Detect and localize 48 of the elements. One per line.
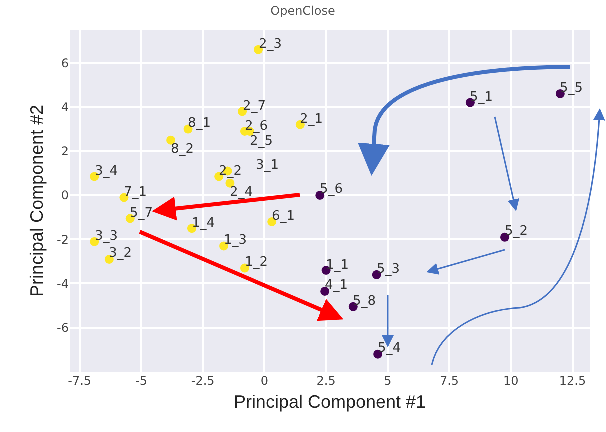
y-tick-label: -6 — [57, 321, 69, 336]
x-tick-label: 12.5 — [559, 374, 586, 388]
y-tick-label: 4 — [61, 100, 69, 114]
x-tick-label: 0 — [260, 374, 269, 388]
annotation: 8_2 — [171, 142, 194, 157]
x-tick-label: -2.5 — [191, 374, 215, 388]
annotation: 1_2 — [245, 255, 268, 270]
point — [166, 136, 176, 145]
chart-title: OpenClose — [270, 4, 336, 18]
annotation: 1_1 — [326, 258, 350, 273]
annotation: 7_1 — [124, 185, 148, 200]
x-tick-label: -7.5 — [68, 374, 92, 388]
x-axis-title: Principal Component #1 — [234, 392, 426, 412]
annotation: 5_4 — [378, 341, 402, 356]
annotation: 5_5 — [560, 81, 584, 96]
annotation: 1_3 — [224, 233, 248, 248]
annotation: 5_2 — [505, 224, 528, 239]
y-axis-title: Principal Component #2 — [27, 104, 48, 298]
annotation: 5_3 — [377, 262, 400, 277]
annotation: 2_5 — [250, 134, 274, 149]
annotation: 5_1 — [470, 90, 494, 105]
annotation: 2_4 — [230, 185, 254, 200]
annotation: 3_1 — [256, 158, 280, 173]
annotation: 5_7 — [130, 206, 154, 221]
annotation: 8_1 — [188, 116, 212, 131]
y-tick-label: 6 — [61, 56, 69, 70]
annotation: 5_8 — [353, 294, 376, 309]
annotation: 5_6 — [320, 182, 344, 197]
point — [226, 178, 235, 188]
annotation: 3_3 — [95, 229, 118, 244]
annotation: 2_6 — [245, 119, 268, 134]
annotation: 3_4 — [95, 164, 118, 179]
annotation: 2_7 — [243, 99, 266, 114]
annotation: 2_3 — [259, 37, 282, 52]
annotation: 1_4 — [192, 216, 216, 231]
x-tick-label: 5 — [384, 374, 392, 388]
x-tick-label: -5 — [135, 374, 148, 388]
annotation: 6_1 — [272, 209, 296, 224]
y-tick-label: -4 — [57, 276, 69, 291]
annotation: 2_1 — [300, 112, 324, 127]
y-tick-label: 2 — [61, 144, 69, 159]
x-tick-label: 2.5 — [316, 374, 336, 388]
x-tick-label: 10 — [504, 374, 519, 388]
annotation: 4_1 — [325, 278, 348, 293]
annotation: 3_2 — [109, 246, 132, 261]
y-tick-label: 0 — [61, 188, 69, 203]
y-tick-label: -2 — [57, 232, 69, 247]
x-tick-label: 7.5 — [440, 374, 460, 388]
